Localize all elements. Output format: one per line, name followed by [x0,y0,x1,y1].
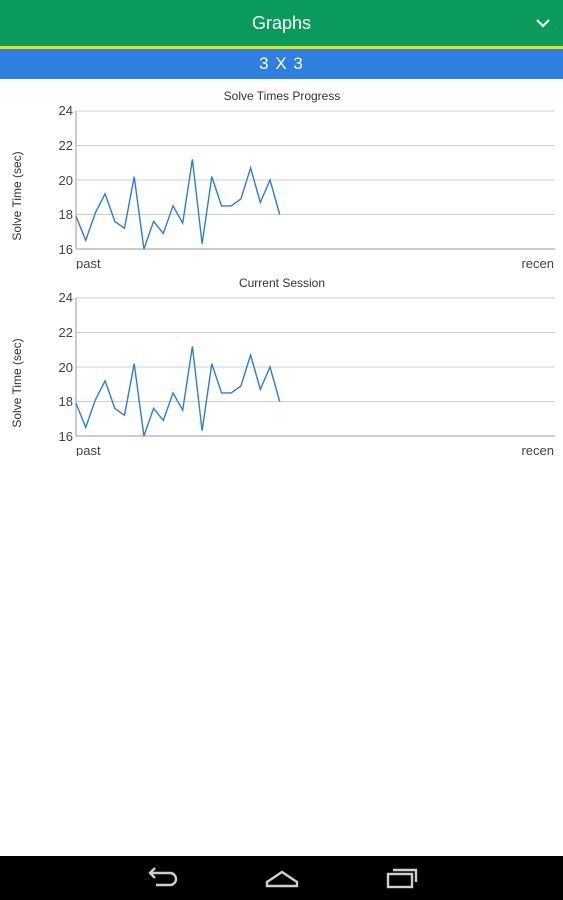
x-tick-label-start: past [76,256,101,269]
grid [75,110,555,250]
recents-icon[interactable] [384,866,420,890]
chart-title: Solve Times Progress [224,89,341,103]
action-bar: Graphs [0,0,563,46]
series [75,346,281,437]
navigation-bar [0,856,563,900]
chart-title: Current Session [239,276,325,290]
back-icon[interactable] [144,866,180,890]
page-title: Graphs [251,13,312,33]
current-session-chart: Current Session Solve Time (sec) 16 18 2… [0,271,563,456]
y-tick-label: 18 [59,394,73,409]
x-tick-label-end: recen [521,443,554,456]
y-tick-label: 24 [59,103,73,118]
y-axis-label: Solve Time (sec) [10,338,24,427]
grid [75,297,555,437]
y-axis-label: Solve Time (sec) [10,151,24,240]
chart-svg: Solve Times Progress Solve Time (sec) 16… [10,89,555,269]
y-tick-label: 20 [59,173,73,188]
x-tick-label-start: past [76,443,101,456]
home-icon[interactable] [264,866,300,890]
y-tick-label: 22 [59,138,73,153]
x-tick-label-end: recen [521,256,554,269]
y-tick-labels: 16 18 20 22 24 [59,290,73,444]
series-line [75,159,281,250]
chevron-down-icon[interactable] [533,13,553,33]
y-tick-label: 20 [59,360,73,375]
solve-times-progress-chart: Solve Times Progress Solve Time (sec) 16… [0,84,563,269]
series-line [75,346,281,437]
y-tick-label: 16 [59,242,73,257]
series [75,159,281,250]
y-tick-labels: 16 18 20 22 24 [59,103,73,257]
y-tick-label: 18 [59,207,73,222]
y-tick-label: 22 [59,325,73,340]
accent-divider [0,46,563,49]
puzzle-type-selector[interactable]: 3 X 3 [0,49,563,79]
chart-svg: Current Session Solve Time (sec) 16 18 2… [10,276,555,456]
y-tick-label: 24 [59,290,73,305]
y-tick-label: 16 [59,429,73,444]
